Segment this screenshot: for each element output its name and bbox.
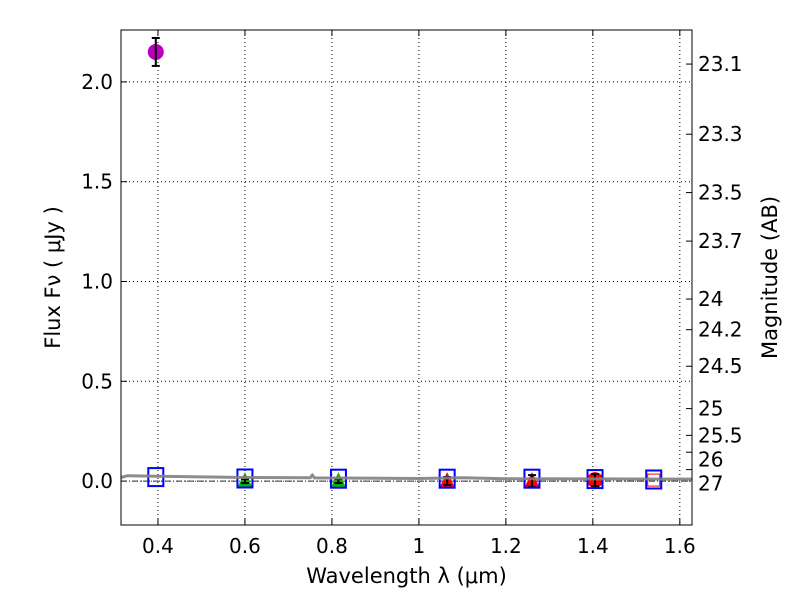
- mag-tick-label: 24.5: [698, 354, 743, 378]
- x-tick-label: 1.4: [577, 534, 609, 558]
- y2-axis-label: Magnitude (AB): [758, 196, 782, 359]
- x-tick-label: 1.2: [490, 534, 522, 558]
- y-tick-label: 1.0: [81, 269, 113, 293]
- plot-frame: [120, 29, 693, 526]
- x-tick-label: 0.8: [316, 534, 348, 558]
- y-tick-label: 1.5: [81, 170, 113, 194]
- y-axis-label: Flux Fν ( μJy ): [41, 206, 65, 349]
- x-tick-label: 0.4: [142, 534, 174, 558]
- mag-tick-label: 24.2: [698, 318, 743, 342]
- mag-tick-label: 23.1: [698, 52, 743, 76]
- mag-tick-label: 23.7: [698, 229, 743, 253]
- mag-tick-label: 25: [698, 397, 723, 421]
- x-tick-label: 0.6: [229, 534, 261, 558]
- model-spectrum-line: [120, 472, 693, 481]
- x-axis-label: Wavelength λ (μm): [306, 564, 507, 588]
- mag-tick-label: 25.5: [698, 423, 743, 447]
- y-tick-label: 0.5: [81, 369, 113, 393]
- mag-tick-label: 23.3: [698, 122, 743, 146]
- y-tick-label: 0.0: [81, 469, 113, 493]
- mag-tick-label: 24: [698, 287, 723, 311]
- mag-tick-label: 27: [698, 471, 723, 495]
- mag-tick-label: 23.5: [698, 181, 743, 205]
- mag-tick-label: 26: [698, 447, 723, 471]
- y-tick-label: 2.0: [81, 70, 113, 94]
- x-tick-label: 1: [413, 534, 426, 558]
- x-tick-label: 1.6: [664, 534, 696, 558]
